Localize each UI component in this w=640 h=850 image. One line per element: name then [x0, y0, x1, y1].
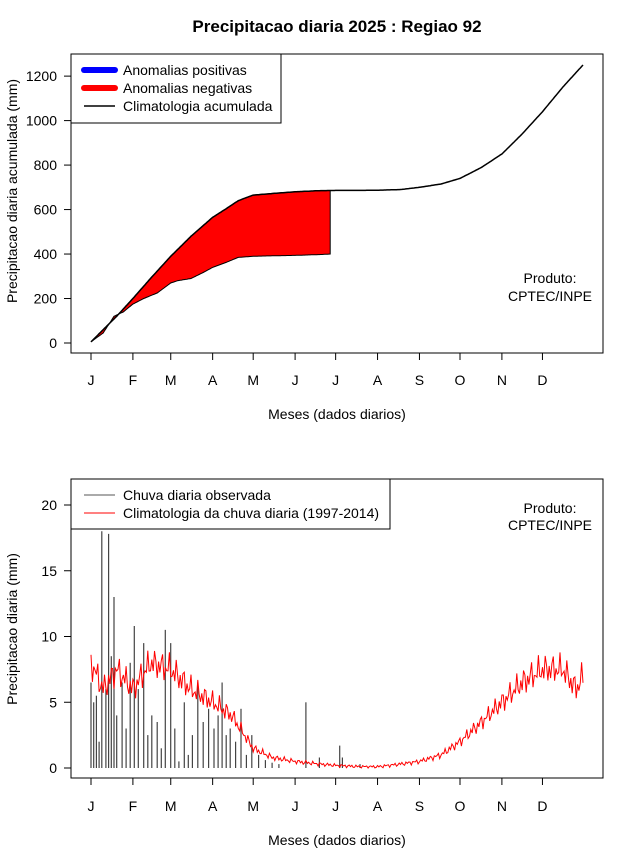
x-tick-label: D: [537, 798, 547, 814]
observed-bars: [90, 531, 361, 768]
x-tick-label: M: [165, 372, 177, 388]
chart-title: Precipitacao diaria 2025 : Regiao 92: [192, 17, 481, 36]
legend-label: Anomalias negativas: [123, 80, 252, 96]
x-tick-label: J: [332, 372, 339, 388]
y-tick-label: 1000: [26, 113, 57, 129]
daily-chart: 0 5 10 15 20 J F M A M J J A S O N D Meses (dados diari…: [4, 478, 604, 848]
legend: Anomalias positivas Anomalias negativas …: [70, 53, 282, 124]
legend-label: Climatologia da chuva diaria (1997-2014): [123, 505, 379, 521]
y-axis-label: Precipitacao diaria (mm): [4, 553, 20, 705]
product-label: Produto:: [524, 500, 577, 516]
x-tick-label: M: [247, 372, 259, 388]
x-tick-label: M: [165, 798, 177, 814]
climatology-line: [90, 64, 584, 343]
legend-label: Chuva diaria observada: [123, 487, 271, 503]
x-tick-label: J: [88, 798, 95, 814]
x-tick-label: A: [373, 798, 383, 814]
negative-anomaly-area: [90, 190, 331, 343]
x-tick-label: O: [455, 798, 466, 814]
y-tick-label: 800: [34, 157, 58, 173]
y-tick-label: 20: [41, 497, 57, 513]
y-tick-label: 1200: [26, 68, 57, 84]
x-tick-label: O: [455, 372, 466, 388]
y-tick-label: 10: [41, 629, 57, 645]
y-axis: 0 200 400 600 800 1000 1200: [26, 68, 72, 351]
y-tick-label: 0: [49, 335, 57, 351]
y-tick-label: 0: [49, 760, 57, 776]
product-source: CPTEC/INPE: [508, 288, 592, 304]
x-tick-label: A: [208, 372, 218, 388]
accumulated-chart: Precipitacao diaria 2025 : Regiao 92 0 20…: [4, 17, 604, 422]
product-source: CPTEC/INPE: [508, 517, 592, 533]
x-tick-label: M: [247, 798, 259, 814]
legend-label: Anomalias positivas: [123, 62, 247, 78]
x-tick-label: J: [88, 372, 95, 388]
x-tick-label: D: [537, 372, 547, 388]
legend-box: [70, 478, 391, 530]
y-axis-label: Precipitacao diaria acumulada (mm): [4, 79, 20, 303]
x-tick-label: F: [129, 798, 138, 814]
x-tick-label: S: [415, 372, 424, 388]
x-tick-label: J: [292, 372, 299, 388]
legend-label: Climatologia acumulada: [123, 98, 273, 114]
y-tick-label: 400: [34, 246, 58, 262]
product-label: Produto:: [524, 270, 577, 286]
x-tick-label: J: [332, 798, 339, 814]
y-tick-label: 5: [49, 694, 57, 710]
x-tick-label: F: [129, 372, 138, 388]
legend: Chuva diaria observada Climatologia da c…: [70, 478, 391, 530]
climatology-line: [90, 650, 584, 769]
y-tick-label: 15: [41, 563, 57, 579]
x-tick-label: N: [497, 372, 507, 388]
x-axis-label: Meses (dados diarios): [268, 406, 406, 422]
x-tick-label: S: [415, 798, 424, 814]
x-axis-label: Meses (dados diarios): [268, 832, 406, 848]
x-tick-label: N: [497, 798, 507, 814]
x-tick-label: J: [292, 798, 299, 814]
y-tick-label: 600: [34, 202, 58, 218]
x-tick-label: A: [373, 372, 383, 388]
x-tick-label: A: [208, 798, 218, 814]
y-axis: 0 5 10 15 20: [41, 497, 72, 776]
y-tick-label: 200: [34, 291, 58, 307]
